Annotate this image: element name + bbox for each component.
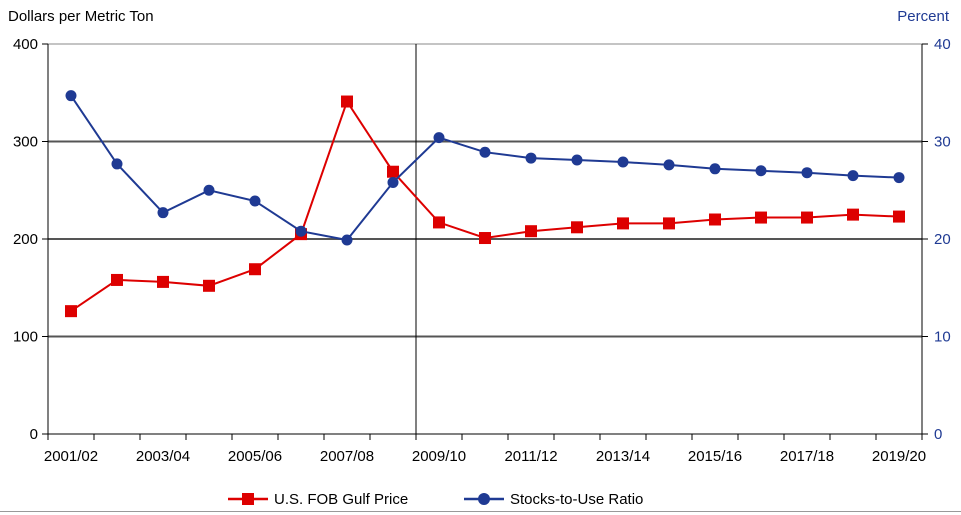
stocks-point bbox=[663, 159, 675, 171]
price-point bbox=[525, 225, 537, 238]
left-tick-label: 100 bbox=[13, 329, 38, 346]
left-tick-label: 300 bbox=[13, 134, 38, 151]
price-point bbox=[479, 232, 491, 245]
stocks-point bbox=[571, 154, 583, 166]
legend-label-price: U.S. FOB Gulf Price bbox=[274, 490, 409, 508]
legend-item-stocks: Stocks-to-Use Ratio bbox=[464, 488, 643, 510]
stocks-point bbox=[387, 176, 399, 188]
chart-plot: 0 100 200 300 400 0 10 20 30 40 2001/02 2003/04 2005… bbox=[13, 36, 951, 465]
stocks-point bbox=[755, 165, 767, 177]
right-tick-label: 20 bbox=[934, 231, 951, 248]
right-tick-label: 40 bbox=[934, 36, 951, 53]
price-point bbox=[203, 279, 215, 292]
right-tick-label: 10 bbox=[934, 329, 951, 346]
stocks-point bbox=[249, 195, 261, 207]
stocks-point bbox=[65, 90, 77, 102]
left-axis-label: Dollars per Metric Ton bbox=[8, 8, 154, 25]
stocks-point bbox=[479, 146, 491, 158]
stocks-point bbox=[111, 158, 123, 170]
stocks-point bbox=[617, 156, 629, 168]
right-tick-label: 0 bbox=[934, 426, 942, 443]
price-point bbox=[663, 217, 675, 230]
left-tick-label: 0 bbox=[30, 426, 38, 443]
stocks-point bbox=[157, 207, 169, 219]
price-point bbox=[249, 263, 261, 276]
price-point bbox=[341, 95, 353, 108]
x-tick-label: 2017/18 bbox=[780, 448, 834, 465]
bottom-rule bbox=[0, 511, 961, 512]
price-point bbox=[433, 216, 445, 229]
x-tick-label: 2009/10 bbox=[412, 448, 466, 465]
x-tick-label: 2007/08 bbox=[320, 448, 374, 465]
right-tick-label: 30 bbox=[934, 134, 951, 151]
price-point bbox=[65, 305, 77, 318]
price-point bbox=[387, 165, 399, 178]
x-tick-label: 2011/12 bbox=[504, 448, 557, 465]
stocks-point bbox=[295, 225, 307, 237]
x-tick-label: 2005/06 bbox=[228, 448, 282, 465]
legend-swatch-price bbox=[228, 493, 268, 505]
price-point bbox=[571, 221, 583, 234]
price-point bbox=[617, 217, 629, 230]
stocks-point bbox=[433, 132, 445, 144]
price-point bbox=[755, 211, 767, 224]
price-point bbox=[801, 211, 813, 224]
x-tick-label: 2001/02 bbox=[44, 448, 98, 465]
price-point bbox=[847, 208, 859, 221]
stocks-point bbox=[893, 172, 905, 184]
left-tick-label: 400 bbox=[13, 36, 38, 53]
stocks-point bbox=[709, 163, 721, 175]
price-point bbox=[709, 213, 721, 226]
x-tick-label: 2015/16 bbox=[688, 448, 742, 465]
x-tick-label: 2019/20 bbox=[872, 448, 926, 465]
stocks-point bbox=[801, 167, 813, 179]
stocks-point bbox=[203, 184, 215, 196]
left-tick-label: 200 bbox=[13, 231, 38, 248]
legend-label-stocks: Stocks-to-Use Ratio bbox=[510, 490, 644, 508]
stocks-point bbox=[525, 152, 537, 164]
x-tick-label: 2013/14 bbox=[596, 448, 650, 465]
stocks-point bbox=[341, 234, 353, 246]
series-line-price bbox=[70, 99, 900, 312]
chart-legend: U.S. FOB Gulf Price Stocks-to-Use Ratio bbox=[0, 488, 961, 510]
right-axis-label: Percent bbox=[897, 8, 949, 25]
price-point bbox=[157, 275, 169, 288]
price-point bbox=[893, 210, 905, 223]
legend-swatch-stocks bbox=[464, 493, 504, 505]
price-point bbox=[111, 273, 123, 286]
x-tick-label: 2003/04 bbox=[136, 448, 190, 465]
legend-item-price: U.S. FOB Gulf Price bbox=[228, 488, 408, 510]
stocks-point bbox=[847, 170, 859, 182]
